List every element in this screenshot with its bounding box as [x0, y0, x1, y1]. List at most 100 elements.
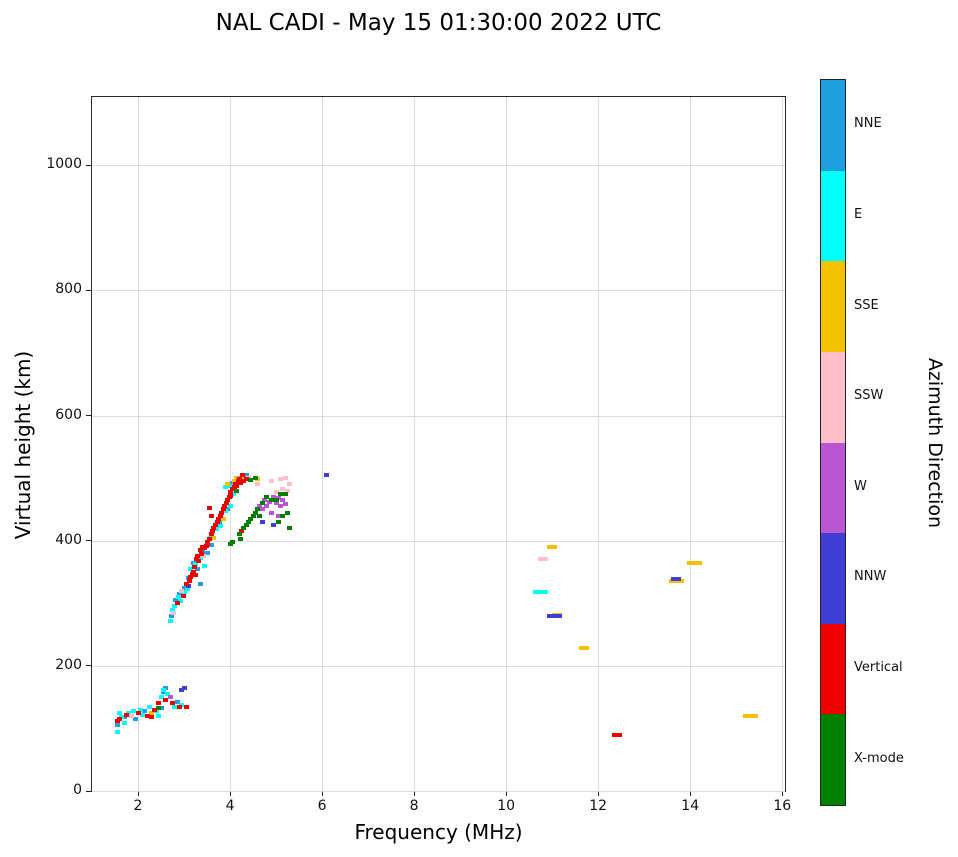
scatter-point [236, 477, 242, 482]
scatter-point [156, 713, 162, 718]
scatter-point [172, 603, 178, 608]
colorbar-segment [821, 714, 845, 805]
colorbar-labels: NNE E SSE SSW W NNW Vertical X-mode [854, 79, 944, 806]
scatter-point [151, 707, 157, 712]
scatter-point [181, 685, 187, 690]
scatter-point [225, 482, 231, 487]
plot-area: 2 4 6 8 10 12 14 16 0 200 400 600 800 1000 [46, 96, 791, 814]
scatter-point [128, 713, 134, 718]
scatter-point [195, 554, 201, 559]
colorbar-segment [821, 351, 845, 443]
scatter-point [204, 551, 210, 556]
scatter-point [268, 498, 274, 502]
colorbar-segment-label: NNW [854, 569, 887, 585]
scatter-point [174, 700, 180, 705]
scatter-point [190, 569, 196, 574]
scatter-point [259, 507, 265, 512]
scatter-point [147, 704, 153, 709]
y-tick-label: 1000 [46, 156, 82, 173]
scatter-point [546, 613, 562, 618]
scatter-point [205, 539, 211, 544]
scatter-point [214, 519, 220, 524]
scatter-point [121, 721, 127, 726]
scatter-point [202, 563, 208, 568]
scatter-point [160, 687, 166, 692]
y-tick-mark [86, 164, 92, 166]
scatter-point [236, 532, 242, 537]
scatter-point [185, 587, 191, 592]
scatter-point [227, 493, 233, 498]
colorbar-segment-label: Vertical [854, 660, 903, 676]
scatter-point [183, 704, 189, 709]
y-tick-mark [86, 415, 92, 417]
scatter-point [282, 476, 288, 481]
scatter-point [228, 489, 234, 494]
scatter-point [193, 562, 199, 567]
scatter-point [140, 712, 146, 717]
scatter-point [245, 519, 251, 524]
scatter-point [189, 572, 195, 577]
scatter-point [210, 529, 216, 534]
x-tick-mark [229, 791, 231, 796]
scatter-point [234, 483, 240, 488]
colorbar-segment-label: SSW [854, 388, 884, 404]
scatter-point [282, 491, 288, 496]
scatter-point [227, 504, 233, 509]
scatter-point [264, 494, 270, 499]
colorbar-segment [821, 170, 845, 262]
scatter-point [255, 507, 261, 512]
scatter-point [275, 513, 281, 518]
scatter-point [579, 646, 590, 651]
scatter-point [156, 706, 162, 711]
scatter-point [176, 704, 182, 709]
scatter-point [237, 481, 243, 486]
gridline-vertical [782, 97, 784, 791]
scatter-point [217, 521, 223, 526]
scatter-point [195, 566, 201, 571]
colorbar-segment-label: E [854, 206, 863, 222]
scatter-point [176, 595, 181, 599]
scatter-point [257, 513, 263, 518]
y-tick-label: 400 [55, 531, 82, 548]
scatter-point [191, 564, 197, 569]
scatter-point [174, 601, 180, 606]
gridline-horizontal [92, 540, 785, 542]
scatter-point [212, 523, 218, 528]
scatter-point [611, 732, 622, 737]
scatter-point [197, 582, 203, 587]
scatter-point [264, 504, 270, 509]
y-axis-label: Virtual height (km) [11, 350, 35, 540]
scatter-point [218, 523, 224, 528]
scatter-point [537, 557, 548, 562]
scatter-point [324, 472, 330, 477]
scatter-point [170, 701, 176, 706]
x-tick-mark [413, 791, 415, 796]
scatter-point [273, 489, 279, 494]
scatter-point [255, 482, 261, 487]
colorbar-segment [821, 442, 845, 534]
colorbar-title: Azimuth Direction [924, 357, 946, 529]
scatter-point [196, 558, 202, 563]
scatter-point [248, 516, 254, 521]
scatter-point [234, 488, 240, 493]
scatter-point [222, 485, 228, 490]
x-tick-mark [321, 791, 323, 796]
chart-title: NAL CADI - May 15 01:30:00 2022 UTC [215, 10, 662, 36]
gridline-horizontal [92, 165, 785, 167]
scatter-point [216, 516, 222, 521]
x-tick-label: 2 [133, 798, 143, 814]
x-tick-label: 10 [497, 798, 516, 814]
scatter-point [533, 589, 549, 594]
y-tick-label: 600 [55, 406, 82, 423]
scatter-point [197, 548, 203, 553]
scatter-point [168, 613, 174, 618]
scatter-point [218, 513, 224, 518]
scatter-point [179, 588, 185, 593]
scatter-point [172, 704, 178, 709]
scatter-point [237, 537, 243, 542]
scatter-point [220, 516, 226, 521]
scatter-point [117, 717, 123, 722]
scatter-point [209, 532, 215, 537]
scatter-point [209, 513, 215, 518]
scatter-point [243, 523, 249, 528]
